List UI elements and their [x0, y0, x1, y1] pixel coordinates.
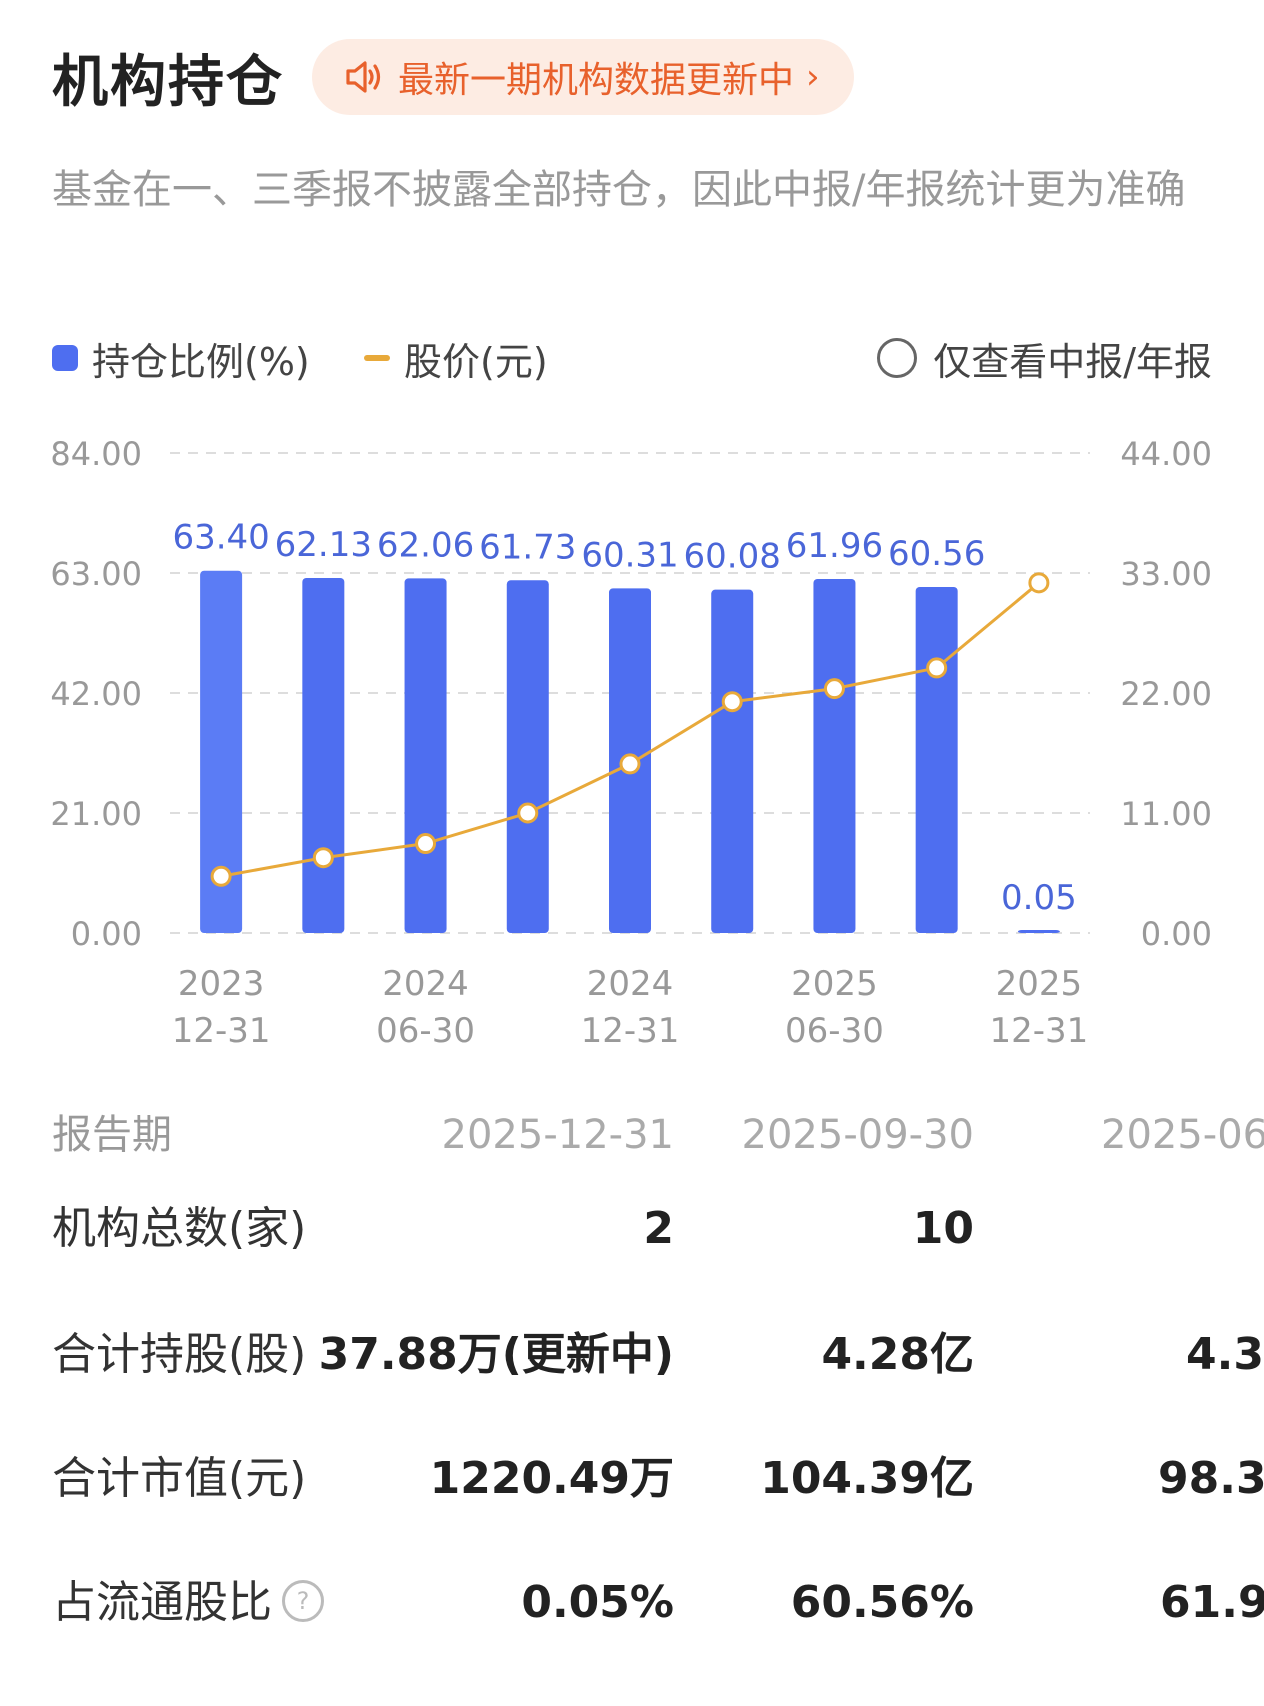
table-cell: 4.38 [1186, 1329, 1264, 1380]
bar-value-label: 61.96 [786, 526, 883, 566]
bar [200, 570, 243, 933]
price-point [721, 691, 743, 713]
bar-swatch-icon [52, 345, 78, 371]
table-cell: 37.88万(更新中) [318, 1329, 674, 1380]
disclosure-note: 基金在一、三季报不披露全部持仓，因此中报/年报统计更为准确 [52, 167, 1186, 213]
holding-chart: 84.00 44.00 63.00 33.00 42.00 22.00 21.00 11.00… [50, 435, 1212, 1051]
bar-value-label: 0.05 [1001, 878, 1077, 918]
table-row: 合计持股(股) 37.88万(更新中) 4.28亿 4.38 [0, 1310, 1264, 1400]
y-left-tick-label: 63.00 [50, 555, 142, 593]
bar [506, 580, 549, 933]
row-label: 合计持股(股) [52, 1329, 307, 1380]
header: 机构持仓 最新一期机构数据更新中 › [52, 36, 854, 118]
chart-legend: 持仓比例(%) 股价(元) 仅查看中报/年报 [52, 328, 1212, 388]
legend-label-holding-ratio: 持仓比例(%) [92, 339, 310, 384]
price-point [926, 657, 948, 679]
holdings-table: 报告期 2025-12-31 2025-09-30 2025-06 机构总数(家… [0, 1090, 1264, 1690]
x-tick-date: 12-31 [989, 1011, 1088, 1051]
bar-value-label: 60.56 [888, 534, 985, 574]
legend-item-price: 股价(元) [364, 328, 548, 388]
y-right-tick-label: 0.00 [1141, 915, 1212, 953]
table-row: 机构总数(家) 2 10 [0, 1184, 1264, 1274]
y-right-tick-label: 33.00 [1120, 555, 1212, 593]
bar [813, 578, 856, 933]
bar [711, 589, 754, 933]
table-cell: 98.32 [1158, 1453, 1264, 1504]
y-left-tick-label: 21.00 [50, 795, 142, 833]
y-right-tick-label: 44.00 [1120, 435, 1212, 473]
y-left-tick-label: 0.00 [71, 915, 142, 953]
bar [404, 578, 447, 933]
row-label: 占流通股比? [52, 1558, 324, 1648]
toggle-label: 仅查看中报/年报 [933, 339, 1212, 384]
page-title: 机构持仓 [52, 49, 284, 115]
price-point [312, 847, 334, 869]
x-tick-year: 2024 [382, 964, 469, 1004]
bar [1017, 930, 1060, 933]
price-point [823, 678, 845, 700]
table-cell: 1220.49万 [429, 1453, 674, 1504]
y-right-tick-label: 11.00 [1120, 795, 1212, 833]
bar-value-label: 60.31 [581, 535, 678, 575]
table-cell: 60.56% [790, 1577, 974, 1628]
row-label-text: 占流通股比 [52, 1577, 272, 1628]
update-notice-button[interactable]: 最新一期机构数据更新中 › [312, 39, 854, 115]
y-right-tick-label: 22.00 [1120, 675, 1212, 713]
bar-value-label: 63.40 [172, 518, 269, 558]
bar-value-label: 62.13 [275, 525, 372, 565]
row-label: 合计市值(元) [52, 1453, 307, 1504]
table-row: 合计市值(元) 1220.49万 104.39亿 98.32 [0, 1434, 1264, 1524]
x-tick-year: 2025 [996, 964, 1083, 1004]
y-left-tick-label: 84.00 [50, 435, 142, 473]
row-label: 机构总数(家) [52, 1203, 307, 1254]
header-period-1: 2025-12-31 [441, 1112, 674, 1158]
bar-value-label: 61.73 [479, 527, 576, 567]
x-tick-date: 06-30 [785, 1011, 884, 1051]
table-cell: 104.39亿 [760, 1453, 974, 1504]
price-point [1028, 572, 1050, 594]
header-period-2: 2025-09-30 [741, 1112, 974, 1158]
x-tick-year: 2024 [587, 964, 674, 1004]
table-cell: 0.05% [521, 1577, 674, 1628]
legend-item-holding-ratio: 持仓比例(%) [52, 328, 310, 388]
notice-label: 最新一期机构数据更新中 [398, 60, 795, 101]
table-cell: 4.28亿 [821, 1329, 974, 1380]
x-tick-year: 2025 [791, 964, 878, 1004]
y-left-tick-label: 42.00 [50, 675, 142, 713]
bar [302, 577, 345, 933]
question-circle-icon[interactable]: ? [282, 1580, 324, 1622]
bar [915, 586, 958, 933]
speaker-icon [346, 61, 381, 93]
table-header-row: 报告期 2025-12-31 2025-09-30 2025-06 [0, 1090, 1264, 1180]
x-tick-year: 2023 [178, 964, 265, 1004]
table-row: 占流通股比? 0.05% 60.56% 61.9 [0, 1558, 1264, 1648]
price-point [415, 833, 437, 855]
line-swatch-icon [364, 355, 390, 361]
report-only-toggle[interactable]: 仅查看中报/年报 [877, 328, 1212, 388]
price-point [619, 753, 641, 775]
table-cell: 61.9 [1160, 1577, 1264, 1628]
chevron-right-icon: › [806, 57, 820, 97]
price-point [517, 802, 539, 824]
radio-icon[interactable] [877, 338, 918, 378]
bar-value-label: 60.08 [684, 537, 781, 577]
x-tick-date: 12-31 [172, 1011, 271, 1051]
table-cell: 2 [643, 1203, 674, 1254]
x-tick-date: 12-31 [581, 1011, 680, 1051]
header-label: 报告期 [52, 1112, 172, 1158]
bar-value-label: 62.06 [377, 525, 474, 565]
price-point [210, 865, 232, 887]
x-tick-date: 06-30 [376, 1011, 475, 1051]
header-period-3: 2025-06 [1101, 1112, 1264, 1158]
table-cell: 10 [912, 1203, 974, 1254]
legend-label-price: 股价(元) [404, 339, 548, 384]
